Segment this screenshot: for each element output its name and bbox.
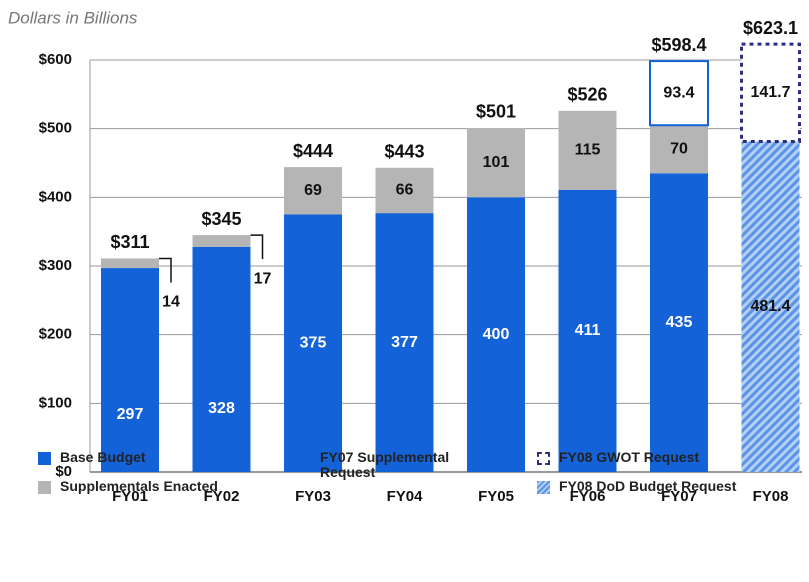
data-label: 14 — [162, 294, 180, 311]
x-tick-label: FY01 — [112, 488, 148, 505]
legend-item: Supplementals Enacted — [38, 479, 218, 494]
data-label: 297 — [117, 406, 144, 423]
data-label: 400 — [483, 326, 510, 343]
bar-segment — [650, 125, 708, 174]
legend-label: FY07 Supplemental Request — [320, 449, 450, 480]
data-label: 481.4 — [750, 298, 790, 315]
x-tick-label: FY07 — [661, 488, 697, 505]
legend-swatch — [38, 452, 51, 465]
bar-segment — [558, 189, 617, 472]
label-leader — [159, 257, 172, 283]
data-label: 328 — [208, 400, 235, 417]
subtitle: Dollars in Billions — [8, 8, 138, 27]
y-tick-label: $500 — [39, 120, 72, 137]
legend-item: FY08 GWOT Request — [537, 450, 699, 465]
y-tick-label: $400 — [39, 188, 72, 205]
bar-segment — [740, 42, 801, 143]
bar-segment — [375, 213, 434, 473]
data-label: 411 — [575, 322, 601, 339]
total-label: $443 — [384, 142, 424, 162]
bar-segment — [558, 110, 617, 190]
y-tick-label: $100 — [39, 394, 72, 411]
legend-item: FY08 DoD Budget Request — [537, 479, 736, 494]
legend-label: Base Budget — [60, 449, 146, 465]
bar-segment — [375, 167, 434, 214]
bar-segment — [192, 246, 251, 472]
y-tick-label: $0 — [55, 463, 72, 480]
bar-segment — [467, 197, 525, 473]
legend-item: FY07 Supplemental Request — [298, 450, 488, 480]
x-tick-label: FY06 — [570, 488, 606, 505]
data-label: 375 — [300, 334, 327, 351]
data-label: 377 — [391, 334, 418, 351]
bar-segment — [467, 127, 525, 198]
legend-label: FY08 DoD Budget Request — [559, 478, 737, 494]
bar-segment — [741, 141, 800, 472]
legend-label: Supplementals Enacted — [60, 478, 218, 494]
total-label: $345 — [201, 209, 241, 229]
x-tick-label: FY08 — [753, 488, 789, 505]
x-tick-label: FY05 — [478, 488, 514, 505]
y-tick-label: $200 — [39, 326, 72, 343]
label-leader — [250, 234, 264, 260]
x-tick-label: FY03 — [295, 488, 331, 505]
legend-swatch — [537, 481, 550, 494]
y-tick-label: $600 — [39, 51, 72, 68]
legend-label: FY08 GWOT Request — [559, 449, 700, 465]
legend-swatch — [38, 481, 51, 494]
bar-segment — [284, 167, 342, 215]
legend-swatch — [537, 452, 550, 465]
total-label: $526 — [567, 85, 607, 105]
data-label: 69 — [304, 182, 322, 199]
bar-segment — [192, 235, 251, 247]
bar-segment — [101, 258, 159, 269]
data-label: 435 — [666, 314, 693, 331]
bar-segment — [101, 268, 159, 472]
data-label: 101 — [483, 154, 510, 171]
x-tick-label: FY02 — [204, 488, 240, 505]
x-tick-label: FY04 — [387, 488, 424, 505]
bar-segment — [284, 214, 342, 472]
data-label: 141.7 — [750, 84, 790, 101]
data-label: 93.4 — [663, 84, 694, 101]
legend-item: Base Budget — [38, 450, 146, 465]
data-label: 115 — [575, 142, 601, 159]
total-label: $598.4 — [651, 35, 706, 55]
total-label: $444 — [293, 141, 333, 161]
total-label: $311 — [110, 232, 149, 252]
legend-swatch — [298, 452, 311, 465]
data-label: 17 — [254, 270, 272, 287]
y-tick-label: $300 — [39, 257, 72, 274]
bar-segment — [650, 173, 708, 473]
data-label: 66 — [396, 182, 414, 199]
total-label: $501 — [476, 102, 516, 122]
bar-segment — [649, 60, 709, 127]
data-label: 70 — [670, 140, 688, 157]
total-label: $623.1 — [743, 18, 798, 38]
